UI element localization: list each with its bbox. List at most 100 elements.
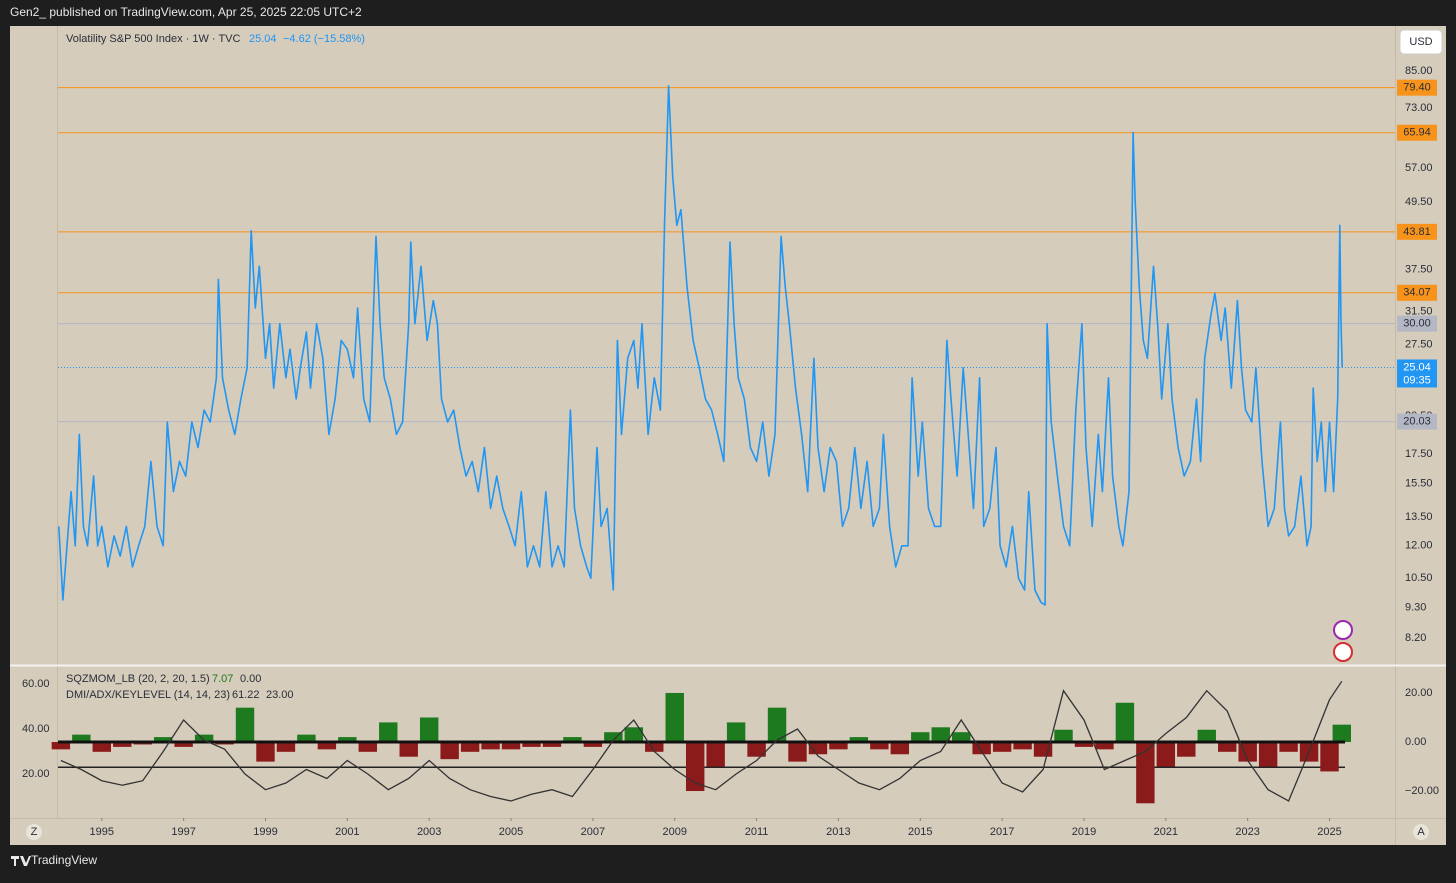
y-tick-label: 31.50 — [1405, 306, 1433, 318]
event-icon[interactable] — [1333, 620, 1353, 640]
y-tick-label: 73.00 — [1405, 102, 1433, 114]
momentum-bar — [1320, 742, 1339, 772]
momentum-bar — [992, 742, 1012, 752]
momentum-bar — [440, 742, 459, 760]
momentum-bar — [460, 742, 480, 752]
y-tick-label: 9.30 — [1405, 602, 1426, 614]
y-tick-label: 20.00 — [22, 768, 50, 780]
momentum-bar — [317, 742, 337, 750]
y-tick-label: 57.00 — [1405, 162, 1433, 174]
tv-logo — [11, 856, 31, 866]
momentum-bar — [399, 742, 418, 757]
zoom-label: Z — [31, 826, 38, 838]
currency-button[interactable] — [1399, 29, 1443, 55]
level-label: 65.94 — [1403, 127, 1431, 139]
chart-layer: 8.209.3010.5012.0013.5015.5017.5020.5027… — [22, 65, 1439, 838]
momentum-bar — [665, 692, 684, 742]
x-tick-label: 1995 — [90, 826, 114, 838]
y-tick-label: 37.50 — [1405, 263, 1433, 275]
x-tick-label: 2001 — [335, 826, 359, 838]
momentum-bar — [51, 742, 71, 750]
x-tick-label: 2023 — [1235, 826, 1259, 838]
momentum-bar — [1013, 742, 1032, 750]
momentum-bar — [419, 717, 439, 742]
x-tick-label: 2007 — [581, 826, 605, 838]
zoom-button[interactable] — [26, 824, 42, 840]
momentum-bar — [92, 742, 111, 752]
indicator-legend: SQZMOM_LB (20, 2, 20, 1.5) — [66, 673, 210, 685]
level-label: 30.00 — [1403, 318, 1431, 330]
momentum-bar — [645, 742, 664, 752]
momentum-bar — [767, 707, 787, 742]
momentum-bar — [890, 742, 910, 755]
event-icon[interactable] — [1333, 642, 1353, 662]
x-tick-label: 2013 — [826, 826, 850, 838]
x-tick-label: 2005 — [499, 826, 523, 838]
momentum-bar — [72, 734, 91, 742]
momentum-bar — [338, 737, 357, 742]
momentum-bar — [1136, 742, 1155, 804]
level-label-box — [1397, 124, 1437, 141]
indicator-legend: DMI/ADX/KEYLEVEL (14, 14, 23) — [66, 689, 230, 701]
momentum-bar — [1177, 742, 1196, 757]
momentum-bar — [706, 742, 725, 767]
momentum-bar — [1218, 742, 1237, 752]
level-label: 43.81 — [1403, 226, 1431, 238]
momentum-bar — [276, 742, 296, 752]
level-label: 20.03 — [1403, 416, 1431, 428]
momentum-bar — [849, 737, 869, 742]
momentum-bar — [1074, 742, 1094, 747]
momentum-bar — [951, 732, 971, 742]
momentum-bar — [1115, 702, 1135, 742]
auto-label: A — [1417, 826, 1425, 838]
level-label-box — [1397, 284, 1437, 301]
momentum-bar — [297, 734, 316, 742]
level-label: 34.07 — [1403, 287, 1431, 299]
level-label-box — [1397, 413, 1437, 430]
momentum-bar — [911, 732, 930, 742]
level-label-box — [1397, 223, 1437, 240]
level-label-box — [1397, 315, 1437, 332]
momentum-bar — [563, 737, 582, 742]
x-tick-label: 1999 — [253, 826, 277, 838]
legend-change: −4.62 (−15.58%) — [283, 33, 365, 45]
momentum-bar — [113, 742, 132, 747]
momentum-bar — [583, 742, 603, 747]
publish-header: Gen2_ published on TradingView.com, Apr … — [10, 5, 362, 19]
momentum-bar — [481, 742, 500, 750]
y-tick-label: 85.00 — [1405, 65, 1433, 77]
auto-button[interactable] — [1413, 824, 1429, 840]
momentum-bar — [542, 742, 562, 747]
momentum-bar — [788, 742, 807, 762]
legend-value: 25.04 — [249, 33, 277, 45]
adx-line — [60, 680, 1343, 802]
momentum-bar — [808, 742, 828, 755]
momentum-bar — [522, 742, 541, 747]
momentum-bar — [685, 742, 705, 792]
indicator-value: 0.00 — [240, 673, 261, 685]
momentum-bar — [1258, 742, 1278, 767]
y-tick-label: 17.50 — [1405, 448, 1433, 460]
indicator-value: 61.22 — [232, 689, 260, 701]
level-label: 79.40 — [1403, 82, 1431, 94]
y2-tick-label: 0.00 — [1405, 736, 1426, 748]
y2-tick-label: 20.00 — [1405, 687, 1433, 699]
last-price-box — [1397, 359, 1437, 388]
momentum-bar — [624, 727, 644, 742]
chart-panel — [10, 26, 1446, 845]
momentum-bar — [726, 722, 746, 742]
footer-brand: TradingView — [31, 853, 97, 867]
momentum-bar — [747, 742, 766, 757]
momentum-bar — [153, 737, 173, 742]
x-tick-label: 2003 — [417, 826, 441, 838]
momentum-bar — [1156, 742, 1176, 767]
x-tick-label: 2015 — [908, 826, 932, 838]
series-title: Volatility S&P 500 Index · 1W · TVC — [66, 33, 241, 45]
momentum-bar — [358, 742, 378, 752]
momentum-bar — [1095, 742, 1114, 750]
momentum-bar — [829, 742, 848, 750]
y-tick-label: 13.50 — [1405, 511, 1433, 523]
x-tick-label: 2017 — [990, 826, 1014, 838]
